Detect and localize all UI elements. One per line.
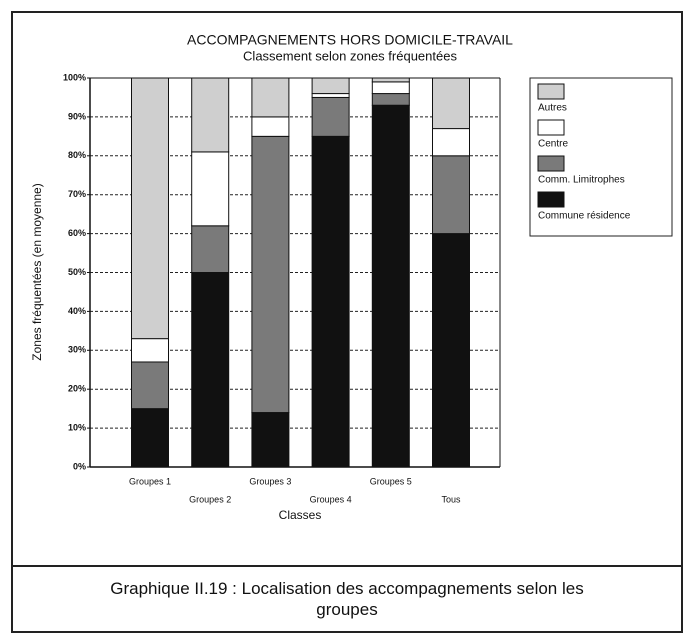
y-tick-label: 70% bbox=[68, 189, 86, 199]
bar-segment bbox=[191, 272, 230, 468]
x-tick-label: Groupes 3 bbox=[249, 476, 291, 486]
bar-segment bbox=[251, 135, 290, 414]
legend-swatch bbox=[537, 191, 565, 208]
chart-subtitle: Classement selon zones fréquentées bbox=[243, 48, 457, 63]
x-tick-label: Groupes 4 bbox=[310, 494, 352, 504]
legend-label: Centre bbox=[538, 139, 568, 150]
legend-label: Commune résidence bbox=[538, 211, 631, 222]
bar-segment bbox=[311, 96, 350, 137]
bar-segment bbox=[131, 77, 169, 340]
chart-title: ACCOMPAGNEMENTS HORS DOMICILE-TRAVAIL bbox=[187, 32, 513, 48]
bar-segment bbox=[131, 338, 169, 363]
bar-segment bbox=[371, 93, 410, 106]
bar-segment bbox=[191, 151, 230, 227]
bar-segment bbox=[432, 77, 470, 130]
frame bbox=[11, 11, 683, 633]
bar-segment bbox=[251, 116, 290, 137]
bar-segment bbox=[432, 155, 470, 235]
bar-segment bbox=[371, 81, 410, 95]
x-tick-label: Groupes 2 bbox=[189, 494, 231, 504]
bar-segment bbox=[251, 77, 290, 118]
bar-segment bbox=[191, 225, 230, 274]
bar-segment bbox=[251, 412, 290, 468]
y-tick-label: 50% bbox=[68, 267, 86, 277]
y-tick-label: 10% bbox=[68, 422, 86, 432]
bar-segment bbox=[131, 361, 169, 410]
y-tick-label: 0% bbox=[73, 461, 86, 471]
bar-segment bbox=[131, 408, 169, 468]
legend-swatch bbox=[537, 155, 565, 172]
bar-segment bbox=[432, 233, 470, 468]
legend-label: Comm. Limitrophes bbox=[538, 175, 625, 186]
x-tick-label: Groupes 1 bbox=[129, 476, 171, 486]
y-tick-label: 100% bbox=[63, 72, 86, 82]
legend-swatch bbox=[537, 83, 565, 100]
bar-segment bbox=[191, 77, 230, 153]
y-axis-label: Zones fréquentées (en moyenne) bbox=[30, 183, 44, 360]
y-tick-label: 40% bbox=[68, 306, 86, 316]
y-tick-label: 60% bbox=[68, 228, 86, 238]
bar-segment bbox=[311, 135, 350, 468]
legend-label: Autres bbox=[538, 103, 567, 114]
x-tick-label: Groupes 5 bbox=[370, 476, 412, 486]
y-tick-label: 80% bbox=[68, 150, 86, 160]
bar-segment bbox=[311, 93, 350, 98]
caption: Graphique II.19 : Localisation des accom… bbox=[110, 579, 584, 619]
bar-segment bbox=[432, 128, 470, 157]
bar-segment bbox=[311, 77, 350, 95]
x-axis-label: Classes bbox=[279, 508, 322, 522]
y-tick-label: 90% bbox=[68, 111, 86, 121]
x-tick-label: Tous bbox=[441, 494, 461, 504]
legend-swatch bbox=[537, 119, 565, 136]
bar-segment bbox=[371, 77, 410, 83]
y-tick-label: 20% bbox=[68, 384, 86, 394]
y-tick-label: 30% bbox=[68, 345, 86, 355]
bar-segment bbox=[371, 104, 410, 468]
